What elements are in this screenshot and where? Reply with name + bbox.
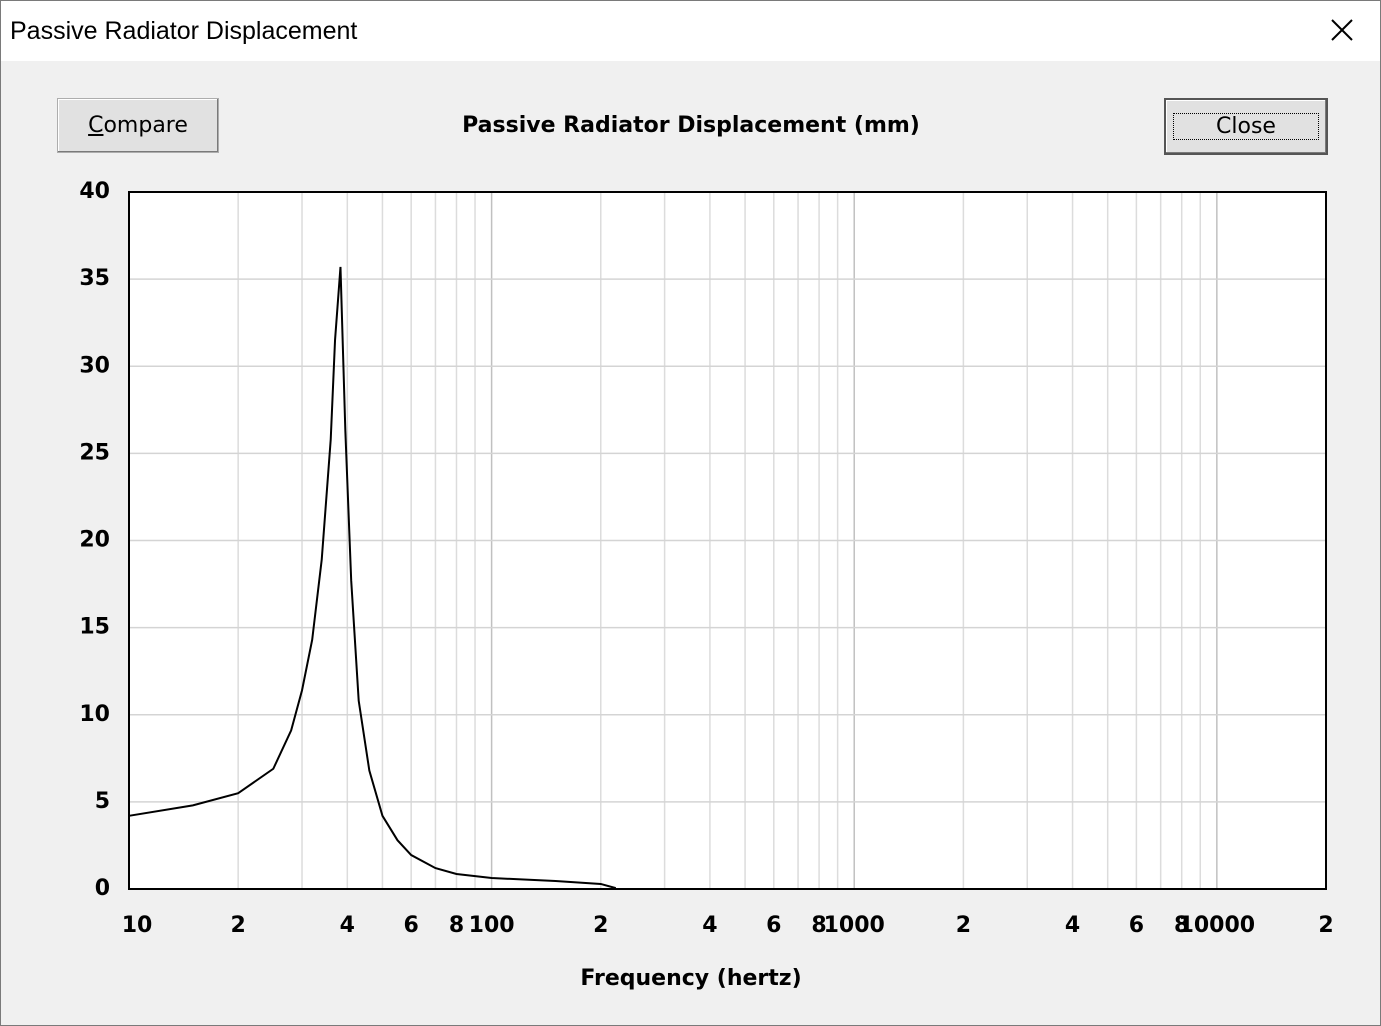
- window-title: Passive Radiator Displacement: [10, 17, 358, 45]
- compare-label: Compare: [88, 113, 188, 138]
- title-bar: Passive Radiator Displacement: [1, 1, 1380, 61]
- compare-button[interactable]: Compare: [57, 98, 219, 153]
- close-label: Close: [1173, 113, 1319, 140]
- close-button[interactable]: Close: [1164, 98, 1328, 155]
- close-window-button[interactable]: [1327, 15, 1357, 45]
